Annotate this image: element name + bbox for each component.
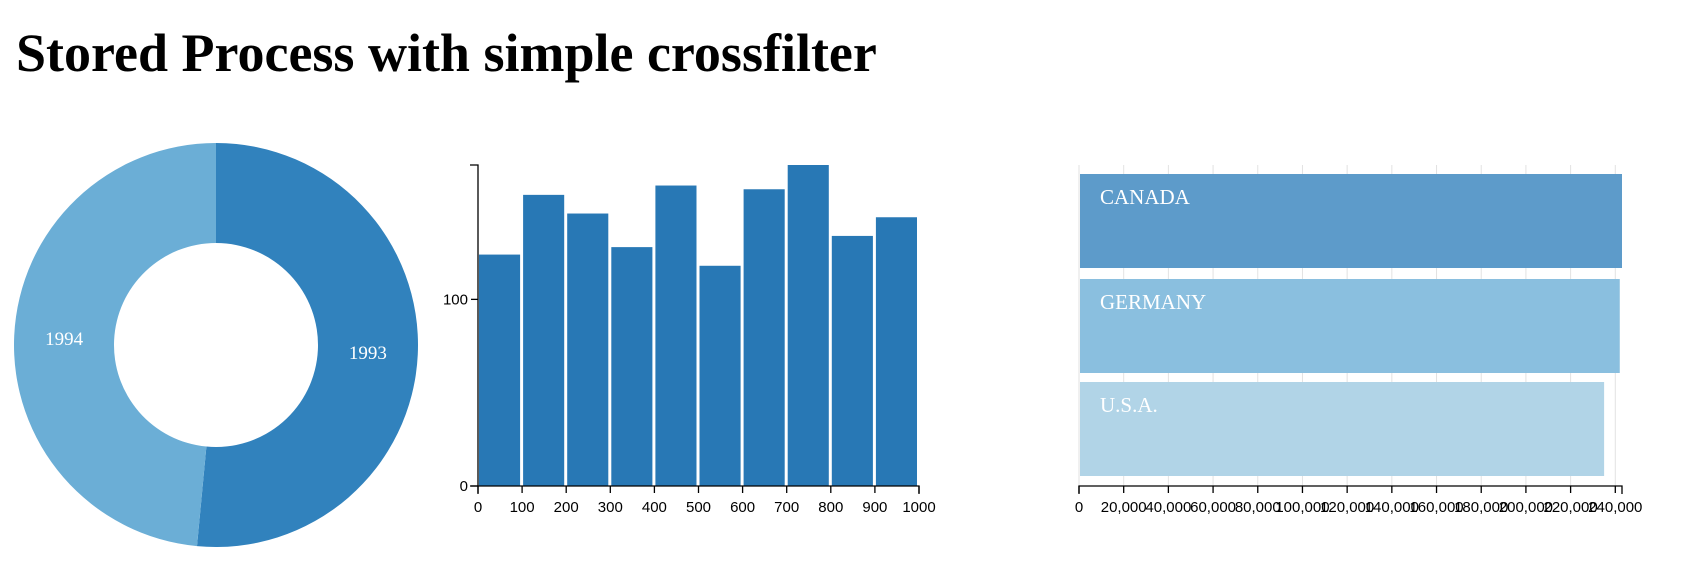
row-chart-x-tick-label: 140,000 — [1365, 499, 1419, 516]
histogram-x-tick-label: 500 — [686, 499, 711, 516]
row-chart-x-tick-label: 220,000 — [1543, 499, 1597, 516]
country-row-chart[interactable]: CANADA GERMANY U.S.A. 0 20,00040,00060,00080… — [1075, 165, 1643, 516]
pie-slice-1993[interactable] — [196, 143, 419, 548]
histogram-x-tick-label: 1000 — [902, 499, 935, 516]
histogram-x-tick-label: 900 — [862, 499, 887, 516]
row-label: GERMANY — [1100, 290, 1206, 314]
histogram-bar-600[interactable] — [743, 189, 785, 486]
histogram-y-axis — [470, 164, 479, 487]
row-bar-canada[interactable] — [1080, 174, 1622, 268]
row-chart-x-tick-label: 80,000 — [1235, 499, 1281, 516]
row-chart-x-tick-label: 160,000 — [1409, 499, 1463, 516]
histogram-x-tick-label: 200 — [554, 499, 579, 516]
row-chart-x-tick-label: 180,000 — [1454, 499, 1508, 516]
histogram-bar-200[interactable] — [567, 213, 609, 486]
histogram-bar-700[interactable] — [787, 165, 829, 486]
row-chart-x-tick-label: 40,000 — [1145, 499, 1191, 516]
histogram-x-tick-label: 600 — [730, 499, 755, 516]
histogram-bar-400[interactable] — [655, 185, 697, 487]
row-label: CANADA — [1100, 185, 1191, 209]
histogram-bar-500[interactable] — [699, 265, 741, 486]
row-chart-x-tick-label: 120,000 — [1320, 499, 1374, 516]
histogram-bar-800[interactable] — [831, 235, 873, 486]
histogram-x-tick-label: 100 — [510, 499, 535, 516]
histogram-x-tick-label: 300 — [598, 499, 623, 516]
pie-label-1994: 1994 — [45, 329, 84, 350]
histogram-bar-100[interactable] — [523, 194, 565, 486]
histogram-bar-900[interactable] — [875, 217, 917, 487]
row-bar-usa[interactable] — [1080, 382, 1605, 476]
histogram-x-tick-label: 800 — [818, 499, 843, 516]
pie-slice-1994[interactable] — [14, 143, 216, 547]
row-chart-x-tick-label: 0 — [1075, 499, 1083, 516]
histogram-y-tick-label: 0 — [460, 478, 468, 495]
row-chart-x-tick-label: 20,000 — [1101, 499, 1147, 516]
histogram-x-tick-label: 0 — [474, 499, 482, 516]
row-chart-x-axis — [1078, 485, 1623, 494]
histogram-x-tick-label: 400 — [642, 499, 667, 516]
row-chart-x-tick-label: 200,000 — [1499, 499, 1553, 516]
row-chart-x-tick-label: 240,000 — [1588, 499, 1642, 516]
histogram-bar-0[interactable] — [479, 254, 521, 486]
year-pie-chart[interactable]: 1993 1994 — [14, 143, 419, 548]
histogram-y-tick-label: 100 — [443, 291, 468, 308]
row-label: U.S.A. — [1100, 393, 1158, 417]
histogram-bar-300[interactable] — [611, 247, 653, 486]
histogram-x-tick-label: 700 — [774, 499, 799, 516]
pie-label-1993: 1993 — [349, 343, 387, 364]
row-bar-germany[interactable] — [1080, 279, 1620, 373]
row-chart-x-tick-label: 100,000 — [1275, 499, 1329, 516]
page-title: Stored Process with simple crossfilter — [16, 23, 877, 83]
row-chart-x-tick-label: 60,000 — [1190, 499, 1236, 516]
